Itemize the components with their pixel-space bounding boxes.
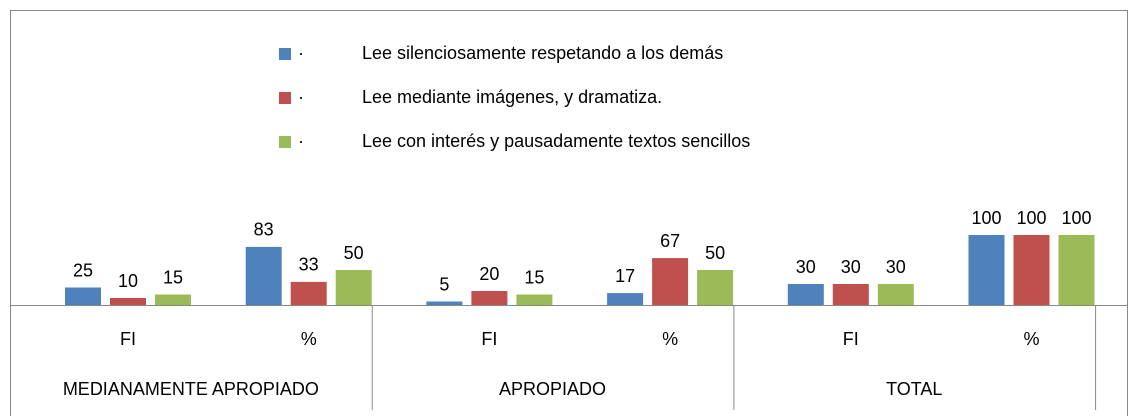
x-tick-label: FI	[481, 329, 497, 349]
bar	[607, 293, 644, 305]
x-tick-label: %	[301, 329, 317, 349]
bar	[877, 284, 914, 305]
x-tick-label: FI	[120, 329, 136, 349]
legend-bullet: ·	[298, 87, 304, 107]
bar	[697, 270, 734, 305]
bar	[787, 284, 824, 305]
value-label: 30	[796, 257, 816, 277]
value-label: 30	[886, 257, 906, 277]
value-label: 30	[841, 257, 861, 277]
bar	[968, 235, 1005, 305]
bar	[471, 291, 508, 305]
bar	[426, 301, 463, 305]
group-label: MEDIANAMENTE APROPIADO	[63, 379, 319, 399]
bar	[65, 287, 101, 305]
value-label: 17	[615, 266, 635, 286]
value-label: 100	[1061, 208, 1091, 228]
value-label: 10	[118, 271, 138, 291]
value-label: 83	[254, 220, 274, 240]
value-label: 15	[163, 267, 183, 287]
chart-frame	[10, 10, 1128, 416]
bar	[110, 298, 146, 305]
value-label: 25	[73, 260, 93, 280]
bar	[832, 284, 869, 305]
bar	[1013, 235, 1050, 305]
value-label: 15	[524, 267, 544, 287]
bar	[652, 258, 689, 305]
legend-label: Lee con interés y pausadamente textos se…	[362, 131, 750, 151]
value-label: 100	[1016, 208, 1046, 228]
x-tick-label: FI	[843, 329, 859, 349]
bar	[155, 294, 191, 305]
value-label: 50	[344, 243, 364, 263]
value-label: 50	[705, 243, 725, 263]
group-label: TOTAL	[886, 379, 942, 399]
x-tick-label: %	[662, 329, 678, 349]
legend-label: Lee mediante imágenes, y dramatiza.	[362, 87, 662, 107]
legend-bullet: ·	[298, 131, 304, 151]
x-tick-label: %	[1023, 329, 1039, 349]
bar	[290, 281, 327, 305]
legend-swatch	[279, 92, 291, 104]
bar	[245, 246, 282, 305]
value-label: 33	[299, 255, 319, 275]
group-label: APROPIADO	[499, 379, 606, 399]
bar	[1058, 235, 1095, 305]
value-label: 100	[971, 208, 1001, 228]
legend-swatch	[279, 48, 291, 60]
value-label: 20	[479, 264, 499, 284]
legend-bullet: ·	[298, 43, 304, 63]
legend-swatch	[279, 136, 291, 148]
bar	[335, 270, 372, 305]
value-label: 67	[660, 231, 680, 251]
bar	[516, 294, 553, 305]
value-label: 5	[439, 274, 449, 294]
legend-label: Lee silenciosamente respetando a los dem…	[362, 43, 723, 63]
